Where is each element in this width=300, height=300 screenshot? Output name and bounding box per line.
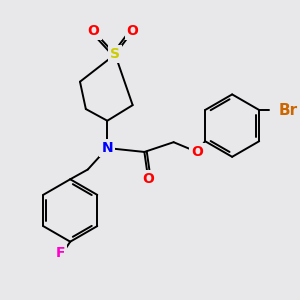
Text: O: O (191, 145, 203, 159)
Text: S: S (110, 47, 120, 61)
Text: F: F (56, 246, 65, 260)
Text: O: O (127, 24, 139, 38)
Text: O: O (142, 172, 154, 186)
Text: N: N (101, 141, 113, 155)
Text: O: O (88, 24, 100, 38)
Text: Br: Br (279, 103, 298, 118)
